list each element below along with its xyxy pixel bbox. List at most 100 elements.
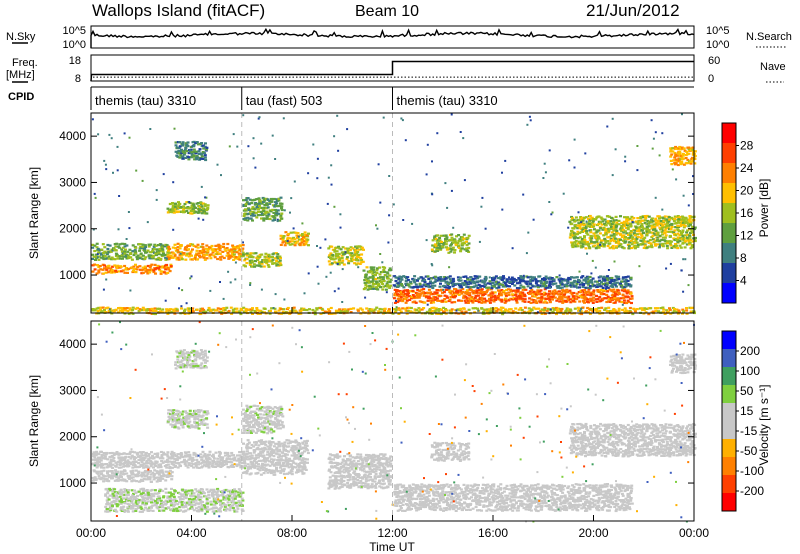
heatmap-cell bbox=[185, 201, 189, 204]
heatmap-cell bbox=[191, 310, 195, 313]
heatmap-cell bbox=[244, 208, 247, 211]
heatmap-cell bbox=[94, 477, 98, 480]
heatmap-cell bbox=[398, 290, 402, 293]
heatmap-cell bbox=[329, 271, 332, 274]
heatmap-cell bbox=[258, 469, 262, 472]
heatmap-cell bbox=[606, 295, 610, 298]
heatmap-cell bbox=[261, 466, 265, 469]
heatmap-cell bbox=[164, 311, 168, 314]
heatmap-cell bbox=[689, 160, 693, 163]
heatmap-cell bbox=[461, 243, 465, 246]
heatmap-cell bbox=[405, 296, 409, 299]
heatmap-cell bbox=[294, 241, 298, 245]
heatmap-cell bbox=[149, 456, 153, 459]
heatmap-cell bbox=[449, 292, 453, 295]
heatmap-cell bbox=[615, 219, 618, 222]
heatmap-cell bbox=[620, 226, 624, 229]
heatmap-cell bbox=[645, 214, 649, 218]
heatmap-cell bbox=[346, 249, 350, 252]
heatmap-cell bbox=[260, 442, 264, 446]
heatmap-cell bbox=[540, 296, 544, 299]
heatmap-cell bbox=[97, 258, 101, 261]
heatmap-cell bbox=[232, 253, 236, 256]
heatmap-cell bbox=[445, 276, 449, 279]
heatmap-cell bbox=[683, 246, 687, 249]
heatmap-cell bbox=[277, 440, 281, 444]
heatmap-cell bbox=[606, 282, 610, 285]
heatmap-cell bbox=[439, 276, 443, 279]
heatmap-cell bbox=[141, 254, 145, 257]
heatmap-cell bbox=[606, 240, 610, 243]
heatmap-cell bbox=[103, 159, 106, 162]
heatmap-cell bbox=[494, 307, 498, 310]
heatmap-cell bbox=[592, 293, 596, 296]
heatmap-cell bbox=[658, 226, 662, 229]
heatmap-cell bbox=[687, 204, 690, 207]
heatmap-cell bbox=[678, 239, 682, 243]
heatmap-cell bbox=[401, 119, 404, 122]
heatmap-cell bbox=[175, 258, 179, 261]
heatmap-cell bbox=[185, 149, 189, 153]
heatmap-cell bbox=[610, 239, 614, 242]
heatmap-cell bbox=[661, 242, 665, 245]
heatmap-cell bbox=[130, 258, 134, 261]
heatmap-cell bbox=[316, 157, 319, 160]
heatmap-cell bbox=[299, 312, 303, 315]
heatmap-cell bbox=[399, 293, 403, 296]
heatmap-cell bbox=[387, 285, 391, 288]
heatmap-cell bbox=[457, 278, 461, 282]
heatmap-cell bbox=[222, 256, 226, 260]
heatmap-cell bbox=[209, 257, 213, 260]
heatmap-cell bbox=[675, 222, 679, 225]
heatmap-cell bbox=[621, 308, 625, 311]
heatmap-cell bbox=[123, 469, 127, 472]
heatmap-cell bbox=[610, 234, 614, 237]
heatmap-cell bbox=[478, 280, 481, 283]
heatmap-cell bbox=[560, 297, 564, 300]
heatmap-cell bbox=[251, 206, 255, 209]
heatmap-cell bbox=[548, 276, 552, 279]
heatmap-cell bbox=[123, 472, 127, 475]
heatmap-cell bbox=[663, 236, 667, 239]
heatmap-cell bbox=[158, 249, 161, 252]
heatmap-cell bbox=[499, 292, 503, 295]
heatmap-cell bbox=[606, 236, 610, 239]
heatmap-cell bbox=[228, 457, 232, 461]
heatmap-cell bbox=[600, 281, 603, 284]
heatmap-cell bbox=[490, 310, 494, 313]
heatmap-cell bbox=[661, 226, 664, 229]
heatmap-cell bbox=[598, 283, 602, 286]
heatmap-cell bbox=[202, 218, 205, 221]
heatmap-cell bbox=[611, 174, 614, 177]
heatmap-cell bbox=[165, 458, 169, 461]
heatmap-cell bbox=[689, 162, 693, 165]
heatmap-cell bbox=[582, 241, 586, 244]
heatmap-cell bbox=[426, 282, 430, 286]
heatmap-cell bbox=[98, 248, 102, 251]
heatmap-cell bbox=[156, 258, 160, 261]
heatmap-cell bbox=[109, 458, 113, 461]
heatmap-cell bbox=[116, 169, 119, 172]
heatmap-cell bbox=[626, 238, 630, 241]
heatmap-cell bbox=[183, 308, 187, 311]
heatmap-cell bbox=[108, 270, 112, 273]
heatmap-cell bbox=[613, 295, 617, 298]
heatmap-cell bbox=[158, 268, 162, 272]
heatmap-cell bbox=[441, 245, 444, 248]
heatmap-cell bbox=[600, 299, 604, 302]
heatmap-cell bbox=[433, 280, 437, 284]
heatmap-cell bbox=[616, 232, 620, 235]
freq-tick-low: 8 bbox=[75, 73, 81, 85]
heatmap-cell bbox=[149, 251, 152, 254]
heatmap-cell bbox=[112, 453, 116, 457]
heatmap-cell bbox=[268, 199, 272, 203]
heatmap-cell bbox=[253, 208, 257, 211]
heatmap-cell bbox=[267, 213, 271, 216]
heatmap-cell bbox=[168, 270, 172, 273]
heatmap-cell bbox=[260, 202, 264, 205]
heatmap-cell bbox=[192, 154, 196, 157]
heatmap-cell bbox=[413, 295, 416, 298]
heatmap-cell bbox=[472, 289, 476, 293]
heatmap-cell bbox=[539, 310, 543, 313]
heatmap-cell bbox=[98, 456, 102, 459]
